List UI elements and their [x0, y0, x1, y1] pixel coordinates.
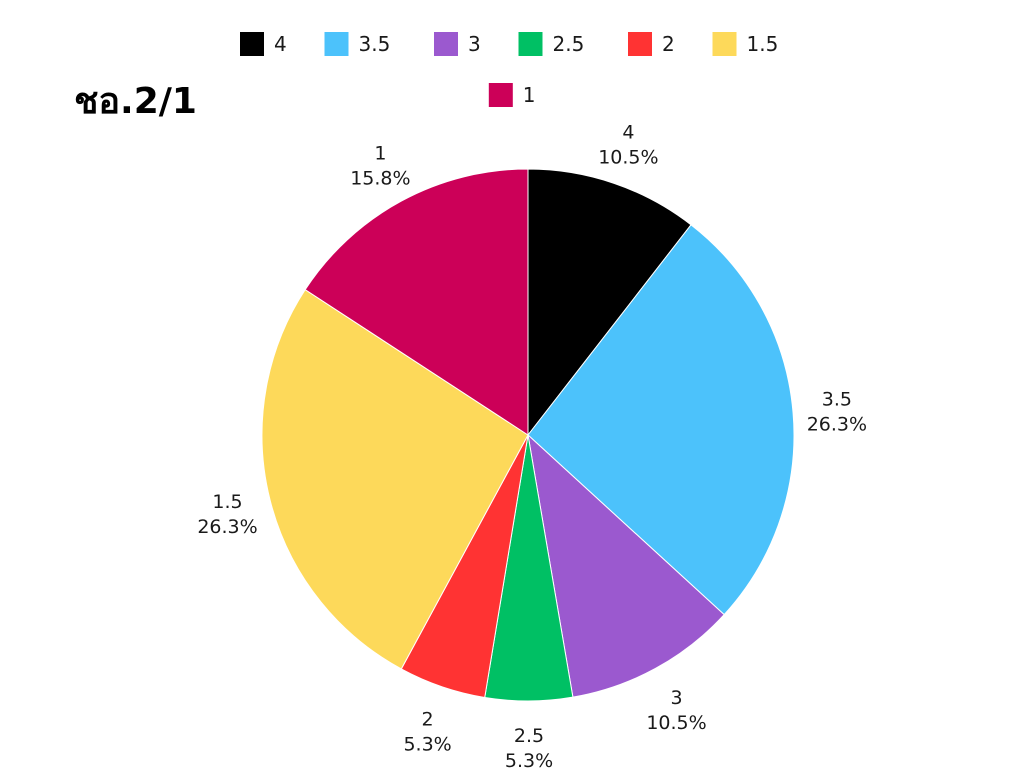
legend-swatch [240, 32, 264, 56]
legend-swatch [628, 32, 652, 56]
pie-slices [261, 168, 795, 702]
legend-item-2-5: 2.5 [518, 32, 585, 56]
pie-slice-4 [527, 168, 692, 437]
legend-swatch [518, 32, 543, 56]
legend-label: 4 [274, 32, 287, 56]
pie-slice-3-5 [527, 224, 795, 616]
slice-label-category: 1 [374, 142, 386, 164]
legend-label: 1.5 [747, 32, 779, 56]
legend-swatch [712, 32, 737, 56]
legend-label: 2.5 [553, 32, 585, 56]
slice-label-category: 3 [670, 687, 682, 709]
legend-item-3-5: 3.5 [324, 32, 391, 56]
legend-swatch [488, 83, 513, 107]
chart-title: ชอ.2/1 [74, 81, 197, 122]
slice-label-percent: 5.3% [403, 733, 451, 755]
slice-label-percent: 10.5% [646, 712, 706, 734]
slice-label-percent: 26.3% [807, 414, 867, 436]
legend-label: 3 [468, 32, 481, 56]
legend-item-1: 1 [488, 83, 536, 107]
legend-swatch [324, 32, 349, 56]
slice-label-category: 1.5 [212, 491, 242, 513]
slice-label-category: 2 [422, 708, 434, 730]
slice-label-category: 3.5 [822, 389, 852, 411]
pie-slice-1-5 [261, 288, 529, 670]
slice-label-percent: 5.3% [505, 750, 553, 768]
legend-item-2: 2 [628, 32, 675, 56]
slice-label-percent: 15.8% [350, 167, 410, 189]
slice-labels: 4 10.5% 3.5 26.3% 3 10.5% 2.5 5.3% 2 5.3% 1.5 26.3%… [197, 122, 867, 768]
pie-slice-1 [304, 168, 529, 436]
legend-item-3: 3 [434, 32, 481, 56]
legend-label: 2 [662, 32, 675, 56]
legend-label: 1 [523, 83, 536, 107]
slice-label-percent: 10.5% [598, 147, 658, 169]
slice-label-percent: 26.3% [197, 516, 257, 538]
legend-item-4: 4 [240, 32, 287, 56]
legend-item-1-5: 1.5 [712, 32, 779, 56]
legend-label: 3.5 [359, 32, 391, 56]
slice-label-category: 4 [622, 122, 634, 144]
legend: 4 3.5 3 2.5 2 1.5 1 [240, 32, 778, 107]
pie-slice-3 [527, 433, 725, 698]
slice-label-category: 2.5 [514, 725, 544, 747]
legend-swatch [434, 32, 458, 56]
